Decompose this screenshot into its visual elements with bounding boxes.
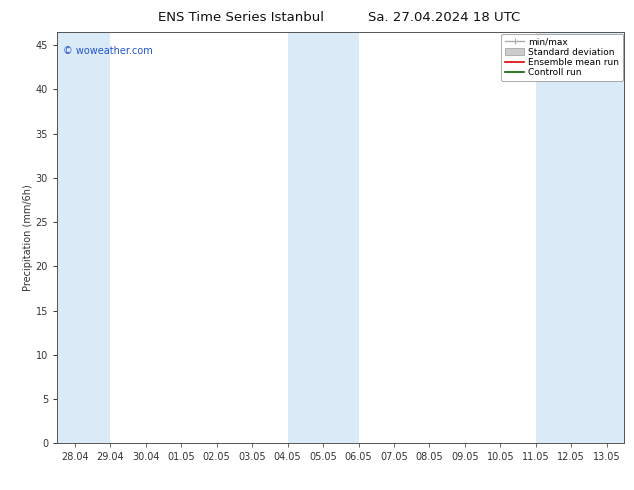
Bar — [536, 32, 624, 443]
Text: © woweather.com: © woweather.com — [63, 46, 153, 56]
Bar — [288, 32, 358, 443]
Legend: min/max, Standard deviation, Ensemble mean run, Controll run: min/max, Standard deviation, Ensemble me… — [501, 34, 623, 81]
Bar — [57, 32, 110, 443]
Y-axis label: Precipitation (mm/6h): Precipitation (mm/6h) — [23, 184, 33, 291]
Text: Sa. 27.04.2024 18 UTC: Sa. 27.04.2024 18 UTC — [368, 11, 520, 24]
Text: ENS Time Series Istanbul: ENS Time Series Istanbul — [158, 11, 324, 24]
